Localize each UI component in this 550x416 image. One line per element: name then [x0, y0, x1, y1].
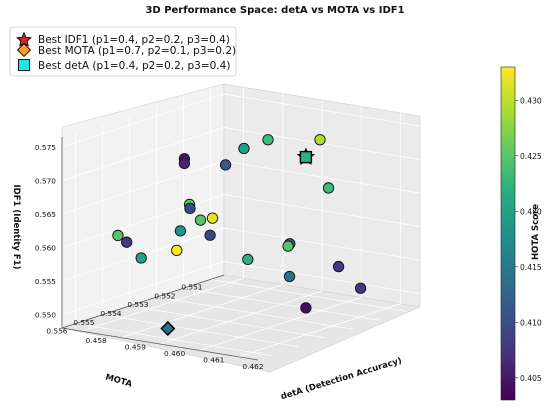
x-tick-label: 0.460: [164, 349, 185, 358]
colorbar-label: HOTA Score: [531, 204, 541, 260]
y-tick-label: 0.553: [127, 300, 148, 309]
x-gridline: [199, 297, 362, 351]
colorbar-tick-label: 0.425: [520, 152, 542, 161]
colorbar-ticks: 0.405 0.410 0.415 0.420 0.425 0.430: [515, 96, 542, 383]
z-tick-label: 0.575: [35, 143, 56, 152]
x-axis-label: detA (Detection Accuracy): [280, 356, 403, 402]
z-gridline: [61, 227, 421, 282]
legend: Best IDF1 (p1=0.4, p2=0.2, p3=0.4) Best …: [9, 26, 237, 77]
data-point: [219, 159, 232, 171]
data-point: [300, 302, 312, 314]
y-tick-label: 0.555: [73, 318, 94, 327]
z-tick-label: 0.550: [35, 311, 56, 320]
data-point: [121, 236, 133, 248]
data-point: [282, 240, 294, 252]
data-point: [242, 253, 254, 266]
y-gridline: [102, 314, 299, 348]
x-tick-label: 0.461: [203, 355, 224, 364]
z-tick-label: 0.560: [35, 244, 56, 253]
z-axis-label: IDF1 (Identity F1): [11, 185, 21, 270]
data-point: [354, 282, 367, 294]
data-point: [174, 225, 187, 237]
y-gridline: [75, 323, 272, 356]
y-gridline: [129, 305, 326, 339]
y-gridline: [183, 287, 380, 321]
y-tick-label: 0.554: [100, 309, 121, 318]
legend-label-best-idf1: Best IDF1 (p1=0.4, p2=0.2, p3=0.4): [38, 34, 230, 46]
data-point: [283, 270, 296, 283]
x-tick-label: 0.462: [242, 362, 263, 371]
data-point: [194, 214, 207, 226]
axis-panes: [60, 83, 422, 373]
legend-square-icon: [18, 59, 30, 71]
z-gridline: [61, 194, 421, 248]
x-tick-label: 0.459: [125, 343, 146, 352]
y-axis-label: MOTA: [104, 372, 134, 389]
z-tick-label: 0.565: [35, 210, 56, 219]
data-point: [171, 244, 183, 257]
colorbar: 0.405 0.410 0.415 0.420 0.425 0.430 HOTA Scor…: [500, 66, 542, 401]
y-gridline: [156, 296, 353, 330]
data-point: [206, 212, 219, 224]
data-point: [184, 202, 196, 215]
data-point: [178, 157, 191, 170]
legend-diamond-icon: [16, 42, 32, 58]
colorbar-gradient: [500, 66, 516, 401]
scatter-points: [112, 134, 367, 314]
colorbar-tick-label: 0.405: [520, 374, 542, 383]
x-gridline: [81, 277, 244, 332]
data-point: [135, 252, 147, 264]
legend-label-best-deta: Best detA (p1=0.4, p2=0.2, p3=0.4): [38, 60, 230, 72]
chart-title: 3D Performance Space: detA vs MOTA vs ID…: [145, 5, 404, 16]
x-tick-label: 0.458: [86, 336, 107, 345]
y-gridline: [210, 279, 407, 312]
x-axis-line: [61, 327, 259, 361]
x-gridline: [159, 290, 323, 345]
best-deta-marker: [299, 150, 313, 164]
best-mota-marker: [160, 321, 176, 337]
data-point: [322, 182, 335, 194]
data-point: [204, 229, 216, 241]
x-gridline: [238, 303, 401, 358]
data-point: [238, 142, 250, 155]
y-tick-label: 0.552: [154, 291, 175, 300]
colorbar-tick-label: 0.430: [520, 96, 542, 105]
y-axis-line: [61, 274, 225, 329]
x-gridline: [120, 284, 283, 338]
legend-box: [9, 26, 237, 77]
z-gridline: [61, 93, 421, 148]
best-markers: [160, 147, 316, 337]
tick-labels: 0.458 0.459 0.460 0.461 0.462 0.551 0.552 0.553…: [35, 143, 264, 371]
data-point: [262, 134, 274, 146]
grid: [61, 87, 421, 358]
y-tick-label: 0.551: [181, 282, 202, 291]
colorbar-tick-label: 0.420: [520, 207, 542, 216]
data-point: [112, 229, 124, 242]
z-gridline: [61, 127, 421, 181]
z-gridline: [61, 261, 421, 315]
z-tick-label: 0.570: [35, 177, 56, 186]
colorbar-tick-label: 0.410: [520, 318, 542, 327]
colorbar-tick-label: 0.415: [520, 263, 542, 272]
legend-label-best-mota: Best MOTA (p1=0.7, p2=0.1, p3=0.2): [38, 45, 236, 57]
y-tick-label: 0.556: [46, 327, 67, 336]
z-tick-label: 0.555: [35, 277, 56, 286]
data-point: [332, 260, 345, 273]
axes: [61, 137, 259, 361]
data-point: [314, 134, 326, 146]
